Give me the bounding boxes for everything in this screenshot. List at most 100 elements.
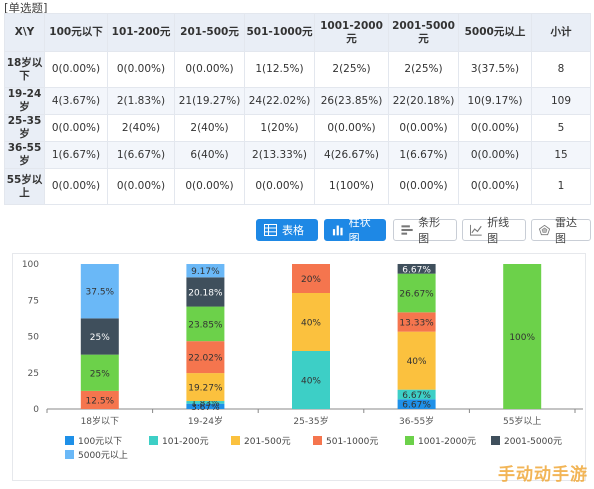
table-cell: 109 xyxy=(532,88,591,115)
line-chart-button[interactable]: 折线图 xyxy=(462,219,526,241)
data-label: 19.27% xyxy=(188,384,223,394)
table-icon xyxy=(264,224,277,236)
x-tick-label: 18岁以下 xyxy=(81,415,119,427)
radar-chart-label: 雷达图 xyxy=(555,214,583,246)
data-label: 6.67% xyxy=(402,265,431,275)
table-cell: 2(40%) xyxy=(175,115,245,142)
radar-chart-icon xyxy=(539,224,550,236)
table-cell: 6(40%) xyxy=(175,142,245,169)
y-tick-label: 0 xyxy=(33,405,39,415)
data-label: 6.67% xyxy=(402,391,431,401)
column-header: 5000元以上 xyxy=(459,14,532,52)
column-header: 2001-5000元 xyxy=(389,14,459,52)
horizontal-bar-button[interactable]: 条形图 xyxy=(393,219,457,241)
table-cell: 2(40%) xyxy=(108,115,175,142)
legend-swatch xyxy=(65,450,74,459)
table-cell: 21(19.27%) xyxy=(175,88,245,115)
table-cell: 0(0.00%) xyxy=(459,169,532,205)
data-label: 25% xyxy=(90,333,110,343)
line-chart-icon xyxy=(470,224,482,236)
data-label: 13.33% xyxy=(399,318,434,328)
x-tick-label: 55岁以上 xyxy=(503,415,541,427)
table-row: 36-55岁 1(6.67%) 1(6.67%) 6(40%) 2(13.33%… xyxy=(5,142,591,169)
table-cell: 0(0.00%) xyxy=(108,169,175,205)
table-cell: 22(20.18%) xyxy=(389,88,459,115)
line-chart-label: 折线图 xyxy=(487,214,518,246)
table-cell: 2(13.33%) xyxy=(245,142,315,169)
data-label: 22.02% xyxy=(188,354,223,364)
radar-chart-button[interactable]: 雷达图 xyxy=(531,219,591,241)
table-cell: 2(1.83%) xyxy=(108,88,175,115)
row-header: 36-55岁 xyxy=(5,142,45,169)
data-label: 40% xyxy=(301,377,321,387)
table-cell: 0(0.00%) xyxy=(175,52,245,88)
table-cell: 1(100%) xyxy=(315,169,389,205)
table-cell: 0(0.00%) xyxy=(459,142,532,169)
column-header: 小计 xyxy=(532,14,591,52)
data-label: 37.5% xyxy=(86,288,115,298)
bar-chart-icon xyxy=(332,224,344,236)
table-cell: 0(0.00%) xyxy=(45,115,108,142)
table-cell: 0(0.00%) xyxy=(245,169,315,205)
table-cell: 2(25%) xyxy=(389,52,459,88)
y-tick-label: 75 xyxy=(28,296,39,306)
column-header: 101-200元 xyxy=(108,14,175,52)
table-cell: 3(37.5%) xyxy=(459,52,532,88)
table-row: 19-24岁 4(3.67%) 2(1.83%) 21(19.27%) 24(2… xyxy=(5,88,591,115)
y-tick-label: 25 xyxy=(28,369,39,379)
legend-swatch xyxy=(313,436,322,445)
table-cell: 26(23.85%) xyxy=(315,88,389,115)
legend-label: 100元以下 xyxy=(78,437,122,447)
column-header: 1001-2000元 xyxy=(315,14,389,52)
table-cell: 1(6.67%) xyxy=(45,142,108,169)
horizontal-bar-label: 条形图 xyxy=(418,214,449,246)
legend-swatch xyxy=(149,436,158,445)
legend-swatch xyxy=(65,436,74,445)
bar-chart-button[interactable]: 柱状图 xyxy=(324,219,386,241)
table-cell: 4(3.67%) xyxy=(45,88,108,115)
legend-label: 101-200元 xyxy=(162,437,209,447)
y-tick-label: 100 xyxy=(22,260,39,270)
table-cell: 5 xyxy=(532,115,591,142)
column-header: 501-1000元 xyxy=(245,14,315,52)
table-cell: 0(0.00%) xyxy=(315,115,389,142)
table-cell: 4(26.67%) xyxy=(315,142,389,169)
data-label: 23.85% xyxy=(188,320,223,330)
row-header: 18岁以下 xyxy=(5,52,45,88)
y-tick-label: 50 xyxy=(28,333,40,343)
table-cell: 0(0.00%) xyxy=(108,52,175,88)
row-header: 25-35岁 xyxy=(5,115,45,142)
table-row: 18岁以下 0(0.00%) 0(0.00%) 0(0.00%) 1(12.5%… xyxy=(5,52,591,88)
table-cell: 1(6.67%) xyxy=(389,142,459,169)
row-header: 55岁以上 xyxy=(5,169,45,205)
column-header: 100元以下 xyxy=(45,14,108,52)
table-cell: 0(0.00%) xyxy=(459,115,532,142)
data-label: 40% xyxy=(301,319,321,329)
data-label: 6.67% xyxy=(402,401,431,411)
table-cell: 10(9.17%) xyxy=(459,88,532,115)
data-label: 26.67% xyxy=(399,289,434,299)
table-cell: 0(0.00%) xyxy=(389,115,459,142)
legend-swatch xyxy=(491,436,500,445)
x-tick-label: 36-55岁 xyxy=(399,415,434,427)
data-label: 25% xyxy=(90,369,110,379)
table-cell: 24(22.02%) xyxy=(245,88,315,115)
legend-swatch xyxy=(405,436,414,445)
table-cell: 2(25%) xyxy=(315,52,389,88)
data-label: 40% xyxy=(407,357,427,367)
legend-label: 201-500元 xyxy=(244,437,291,447)
table-view-button[interactable]: 表格 xyxy=(256,219,318,241)
chart-canvas: 0 25 50 75 100 12.5% 25% 25% 37.5% 18岁以下 3.67%1.83… xyxy=(13,254,587,482)
data-label: 20.18% xyxy=(188,288,223,298)
table-cell: 1(12.5%) xyxy=(245,52,315,88)
bar-chart-label: 柱状图 xyxy=(349,214,378,246)
table-cell: 0(0.00%) xyxy=(175,169,245,205)
x-tick-label: 19-24岁 xyxy=(188,415,223,427)
table-cell: 0(0.00%) xyxy=(45,52,108,88)
legend-label: 1001-2000元 xyxy=(418,437,476,447)
crosstab-table: X\Y 100元以下 101-200元 201-500元 501-1000元 1… xyxy=(4,13,591,205)
stacked-bar-chart: 0 25 50 75 100 12.5% 25% 25% 37.5% 18岁以下 3.67% 1.83… xyxy=(12,253,586,481)
legend-label: 5000元以上 xyxy=(78,450,128,461)
x-tick-label: 25-35岁 xyxy=(293,415,328,427)
row-header: 19-24岁 xyxy=(5,88,45,115)
